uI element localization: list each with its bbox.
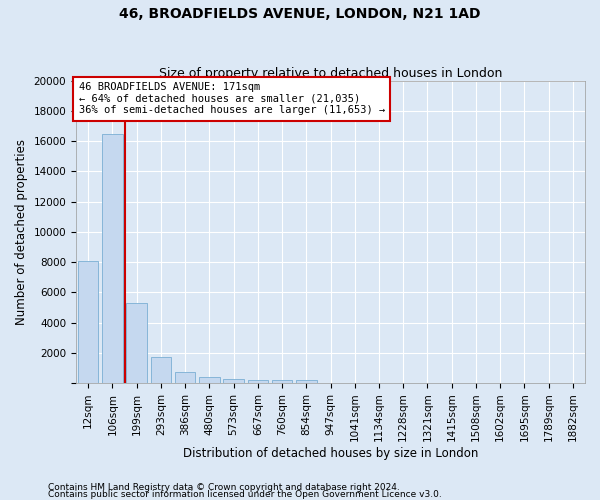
Bar <box>127 303 147 383</box>
Bar <box>78 260 98 383</box>
Bar <box>199 377 220 383</box>
X-axis label: Distribution of detached houses by size in London: Distribution of detached houses by size … <box>183 447 478 460</box>
Text: Contains public sector information licensed under the Open Government Licence v3: Contains public sector information licen… <box>48 490 442 499</box>
Bar <box>248 380 268 383</box>
Text: Contains HM Land Registry data © Crown copyright and database right 2024.: Contains HM Land Registry data © Crown c… <box>48 484 400 492</box>
Bar <box>151 356 171 383</box>
Bar <box>223 378 244 383</box>
Text: 46, BROADFIELDS AVENUE, LONDON, N21 1AD: 46, BROADFIELDS AVENUE, LONDON, N21 1AD <box>119 8 481 22</box>
Bar <box>272 380 292 383</box>
Bar <box>102 134 122 383</box>
Y-axis label: Number of detached properties: Number of detached properties <box>15 139 28 325</box>
Bar <box>296 380 317 383</box>
Bar <box>175 372 196 383</box>
Title: Size of property relative to detached houses in London: Size of property relative to detached ho… <box>159 66 502 80</box>
Text: 46 BROADFIELDS AVENUE: 171sqm
← 64% of detached houses are smaller (21,035)
36% : 46 BROADFIELDS AVENUE: 171sqm ← 64% of d… <box>79 82 385 116</box>
